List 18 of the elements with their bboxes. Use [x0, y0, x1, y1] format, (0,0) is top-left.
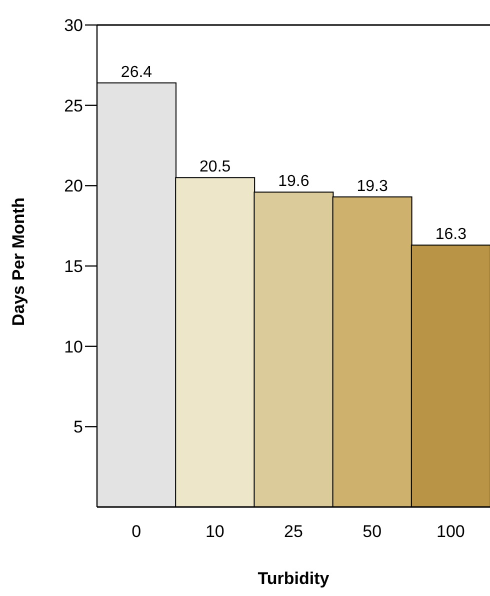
y-tick-label: 20 — [64, 176, 83, 196]
data-label: 26.4 — [120, 64, 152, 81]
x-tick-label: 25 — [284, 522, 303, 542]
y-tick-label: 5 — [74, 418, 83, 437]
x-tick-label: 0 — [132, 522, 142, 542]
y-tick-label: 15 — [64, 257, 83, 276]
data-label: 20.5 — [200, 158, 231, 176]
y-tick-label: 25 — [64, 96, 83, 116]
x-tick-label: 100 — [436, 522, 465, 542]
y-tick-label: 10 — [64, 337, 83, 356]
x-tick-label: 10 — [205, 522, 224, 542]
x-axis-title: Turbidity — [258, 569, 330, 588]
data-label: 16.3 — [435, 226, 467, 244]
y-axis-title: Days Per Month — [9, 198, 28, 326]
data-label: 19.6 — [278, 173, 310, 190]
x-tick-label: 50 — [362, 522, 382, 542]
data-label: 19.3 — [356, 178, 388, 195]
y-tick-label: 30 — [64, 16, 83, 36]
